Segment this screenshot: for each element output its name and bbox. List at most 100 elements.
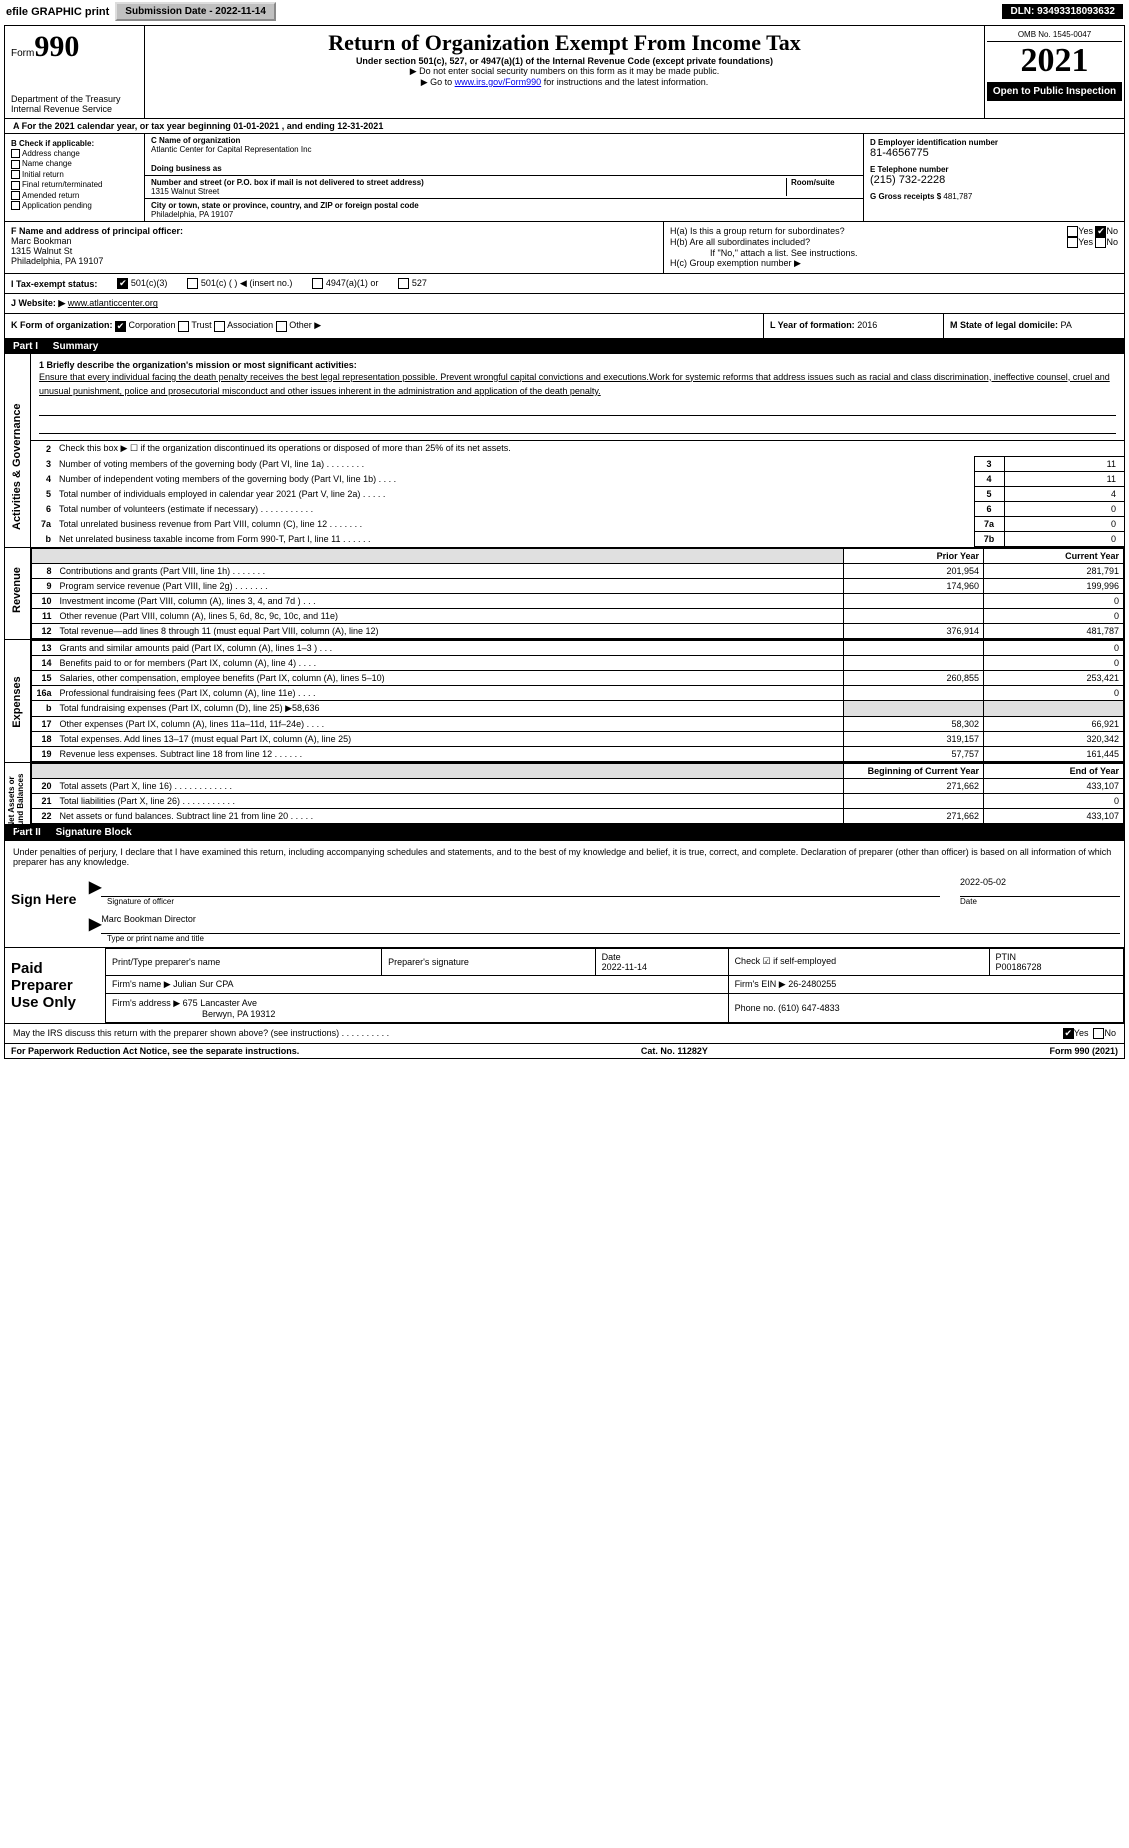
firm-addr1: 675 Lancaster Ave xyxy=(183,998,257,1008)
gross-receipts-value: 481,787 xyxy=(943,192,972,201)
sign-here-label: Sign Here xyxy=(5,873,85,947)
state-domicile-label: M State of legal domicile: xyxy=(950,320,1058,330)
officer-addr2: Philadelphia, PA 19107 xyxy=(11,256,657,266)
note2-pre: ▶ Go to xyxy=(421,77,455,87)
fin-line-14: 14Benefits paid to or for members (Part … xyxy=(32,655,1124,670)
sig-name-label: Type or print name and title xyxy=(89,934,1120,943)
ha-no-checkbox[interactable]: ✔ xyxy=(1095,226,1106,237)
prep-date-value: 2022-11-14 xyxy=(602,962,647,972)
firm-ein-value: 26-2480255 xyxy=(788,979,836,989)
opt-initial-return: Initial return xyxy=(22,170,64,179)
chk-address-change[interactable]: Address change xyxy=(11,149,138,158)
part2-bar: Part II Signature Block xyxy=(5,825,1124,840)
chk-name-change[interactable]: Name change xyxy=(11,159,138,168)
form-990-number: 990 xyxy=(34,30,79,63)
block-k: K Form of organization: ✔ Corporation Tr… xyxy=(5,314,764,337)
footer-left: For Paperwork Reduction Act Notice, see … xyxy=(11,1046,299,1056)
tab-expenses: Expenses xyxy=(11,652,23,752)
gross-receipts-label: G Gross receipts $ xyxy=(870,192,941,201)
block-j: J Website: ▶ www.atlanticcenter.org xyxy=(5,294,1124,314)
footer-row: For Paperwork Reduction Act Notice, see … xyxy=(5,1044,1124,1058)
ag-line-4: 4Number of independent voting members of… xyxy=(31,471,1124,486)
dept-treasury: Department of the Treasury xyxy=(11,94,138,104)
form-title: Return of Organization Exempt From Incom… xyxy=(153,30,976,56)
fin-line-18: 18Total expenses. Add lines 13–17 (must … xyxy=(32,731,1124,746)
chk-final-return[interactable]: Final return/terminated xyxy=(11,180,138,189)
room-suite-label: Room/suite xyxy=(787,178,857,196)
chk-501c[interactable] xyxy=(187,278,198,289)
net-assets-section: Net Assets orFund Balances Beginning of … xyxy=(5,763,1124,825)
instructions-note: ▶ Go to www.irs.gov/Form990 for instruct… xyxy=(153,77,976,88)
hc-label: H(c) Group exemption number ▶ xyxy=(670,258,1118,269)
chk-4947[interactable] xyxy=(312,278,323,289)
form-header: Form990 Department of the Treasury Inter… xyxy=(5,26,1124,119)
form-subtitle: Under section 501(c), 527, or 4947(a)(1)… xyxy=(153,56,976,66)
opt-association: Association xyxy=(227,320,273,330)
chk-501c3[interactable]: ✔ xyxy=(117,278,128,289)
chk-corporation[interactable]: ✔ xyxy=(115,321,126,332)
opt-527: 527 xyxy=(412,278,427,288)
opt-corporation: Corporation xyxy=(129,320,176,330)
opt-name-change: Name change xyxy=(22,159,72,168)
hb-yes-checkbox[interactable] xyxy=(1067,237,1078,248)
fin-line-16a: 16aProfessional fundraising fees (Part I… xyxy=(32,685,1124,700)
ag-lines-table: 2Check this box ▶ ☐ if the organization … xyxy=(31,441,1124,547)
ha-yes-checkbox[interactable] xyxy=(1067,226,1078,237)
dln-label: DLN: 93493318093632 xyxy=(1002,4,1123,19)
sig-arrow-2: ▶ xyxy=(89,914,101,934)
prep-date-label: Date xyxy=(602,952,621,962)
fin-line-8: 8Contributions and grants (Part VIII, li… xyxy=(32,563,1124,578)
ag-line-3: 3Number of voting members of the governi… xyxy=(31,456,1124,471)
officer-label: F Name and address of principal officer: xyxy=(11,226,657,236)
chk-527[interactable] xyxy=(398,278,409,289)
dba-label: Doing business as xyxy=(151,164,857,173)
org-name-label: C Name of organization xyxy=(151,136,857,145)
ein-label: D Employer identification number xyxy=(870,138,1118,147)
revenue-table: Prior YearCurrent Year8Contributions and… xyxy=(31,548,1124,639)
street-address: 1315 Walnut Street xyxy=(151,187,782,196)
website-label: J Website: ▶ xyxy=(11,298,65,308)
chk-other[interactable] xyxy=(276,321,287,332)
ag-line-2: 2Check this box ▶ ☐ if the organization … xyxy=(31,441,1124,456)
ha-label: H(a) Is this a group return for subordin… xyxy=(670,226,845,237)
discuss-no-checkbox[interactable] xyxy=(1093,1028,1104,1039)
discuss-yes-checkbox[interactable]: ✔ xyxy=(1063,1028,1074,1039)
year-formation-value: 2016 xyxy=(857,320,877,330)
opt-address-change: Address change xyxy=(22,149,80,158)
submission-date-button[interactable]: Submission Date - 2022-11-14 xyxy=(115,2,276,21)
part2-title: Signature Block xyxy=(56,827,132,838)
fin-line-13: 13Grants and similar amounts paid (Part … xyxy=(32,640,1124,655)
ag-line-7a: 7aTotal unrelated business revenue from … xyxy=(31,516,1124,531)
firm-ein-label: Firm's EIN ▶ xyxy=(735,979,786,989)
irs-form990-link[interactable]: www.irs.gov/Form990 xyxy=(455,77,542,87)
sig-date-label: Date xyxy=(960,897,1120,906)
fin-line-17: 17Other expenses (Part IX, column (A), l… xyxy=(32,716,1124,731)
paid-preparer-block: Paid Preparer Use Only Print/Type prepar… xyxy=(5,948,1124,1024)
ptin-label: PTIN xyxy=(996,952,1017,962)
org-name: Atlantic Center for Capital Representati… xyxy=(151,145,857,154)
chk-trust[interactable] xyxy=(178,321,189,332)
paid-preparer-label: Paid Preparer Use Only xyxy=(5,948,105,1023)
ssn-note: ▶ Do not enter social security numbers o… xyxy=(153,66,976,77)
discuss-row: May the IRS discuss this return with the… xyxy=(5,1024,1124,1044)
opt-final-return: Final return/terminated xyxy=(22,180,102,189)
activities-governance-section: Activities & Governance 1 Briefly descri… xyxy=(5,354,1124,548)
open-to-public: Open to Public Inspection xyxy=(987,82,1122,101)
chk-amended-return[interactable]: Amended return xyxy=(11,191,138,200)
revenue-section: Revenue Prior YearCurrent Year8Contribut… xyxy=(5,548,1124,640)
chk-association[interactable] xyxy=(214,321,225,332)
block-b-label: B Check if applicable: xyxy=(11,139,138,148)
block-klm: K Form of organization: ✔ Corporation Tr… xyxy=(5,314,1124,338)
prep-selfemp-label: Check ☑ if self-employed xyxy=(728,948,989,975)
mission-blank-1 xyxy=(39,402,1116,416)
part1-title: Summary xyxy=(53,341,99,352)
period-row: A For the 2021 calendar year, or tax yea… xyxy=(5,119,1124,134)
website-link[interactable]: www.atlanticcenter.org xyxy=(68,298,158,308)
discuss-question: May the IRS discuss this return with the… xyxy=(13,1028,389,1039)
hb-no-checkbox[interactable] xyxy=(1095,237,1106,248)
block-de: D Employer identification number 81-4656… xyxy=(864,134,1124,221)
chk-application-pending[interactable]: Application pending xyxy=(11,201,138,210)
chk-initial-return[interactable]: Initial return xyxy=(11,170,138,179)
fin-line-15: 15Salaries, other compensation, employee… xyxy=(32,670,1124,685)
block-m: M State of legal domicile: PA xyxy=(944,314,1124,337)
